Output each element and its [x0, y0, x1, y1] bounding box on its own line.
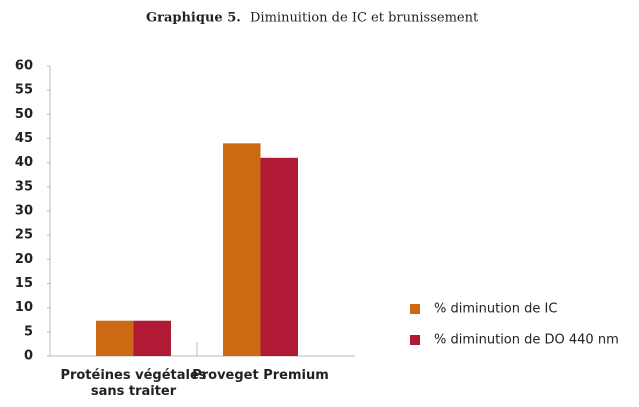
- chart-title-prefix: Graphique 5.: [146, 11, 241, 26]
- y-tick-label: 55: [15, 83, 33, 98]
- y-tick-label: 20: [15, 252, 33, 267]
- bar: [260, 157, 298, 356]
- y-tick-label: 60: [15, 59, 33, 74]
- legend-label: % diminution de IC: [434, 302, 557, 317]
- bar: [96, 320, 134, 356]
- y-tick-label: 10: [15, 300, 33, 315]
- y-tick-label: 50: [15, 107, 33, 122]
- legend-label: % diminution de DO 440 nm: [434, 333, 619, 348]
- x-tick-label: Proveget Premium: [192, 368, 329, 383]
- y-tick-label: 30: [15, 204, 33, 219]
- y-tick-label: 0: [24, 349, 33, 364]
- y-tick-label: 35: [15, 179, 33, 194]
- bar: [133, 320, 171, 356]
- x-tick-label: Protéines végétales sans traiter: [60, 368, 207, 399]
- y-tick-label: 5: [24, 324, 33, 339]
- legend-swatch: [410, 335, 420, 345]
- y-tick-label: 25: [15, 228, 33, 243]
- chart-title: Diminuition de IC et brunissement: [250, 11, 479, 26]
- y-tick-label: 15: [15, 276, 33, 291]
- y-tick-label: 40: [15, 155, 33, 170]
- y-tick-label: 45: [15, 131, 33, 146]
- bar: [223, 143, 261, 356]
- legend-swatch: [410, 304, 420, 314]
